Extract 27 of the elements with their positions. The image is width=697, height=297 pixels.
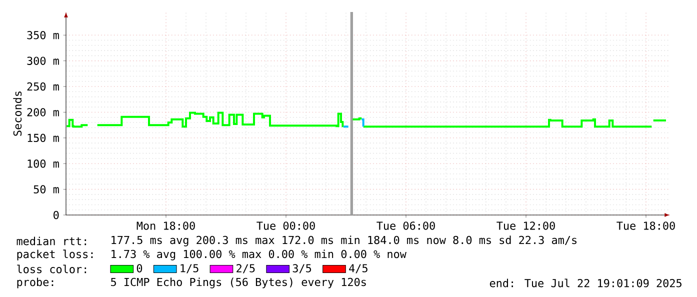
x-tick-label: Tue 00:00 — [256, 222, 315, 230]
y-tick-label: 200 m — [27, 108, 59, 116]
legend-label: 4/5 — [349, 264, 368, 274]
legend-title: loss color: — [17, 264, 86, 274]
y-tick-label: 150 m — [28, 134, 59, 142]
legend-label: 0 — [136, 264, 142, 272]
y-tick-label: 100 m — [28, 159, 59, 168]
x-tick-label: Tue 18:00 — [616, 222, 675, 230]
y-tick-label: 50 m — [34, 185, 59, 194]
x-tick-label: Tue 06:00 — [376, 222, 435, 230]
legend-label: 3/5 — [292, 264, 312, 274]
legend-label: 2/5 — [236, 264, 255, 274]
y-tick-label: 250 m — [27, 82, 59, 91]
text: median rtt: — [16, 236, 86, 246]
text: end: Tue Jul 22 19:01:09 2025 — [490, 278, 682, 288]
y-axis-title: Seconds — [13, 92, 22, 136]
legend-label: 1/5 — [180, 264, 198, 274]
y-tick-label: 350 m — [27, 30, 59, 40]
y-tick-label: 300 m — [27, 56, 59, 65]
text: packet loss: — [17, 250, 93, 260]
y-tick-label: 0 — [54, 210, 59, 220]
x-tick-label: Tue 12:00 — [496, 222, 555, 230]
text: 5 ICMP Echo Pings (56 Bytes) every 120s — [111, 278, 366, 288]
text: 177.5 ms avg 200.3 ms max 172.0 ms min 184.0 ms now 8.0 ms sd 22.3 am/s — [112, 236, 576, 246]
text: 1.73 % avg 100.00 % max 0.00 % min 0.00 % now — [112, 250, 406, 260]
text: probe: — [17, 278, 54, 288]
x-tick-label: Mon 18:00 — [136, 222, 195, 230]
